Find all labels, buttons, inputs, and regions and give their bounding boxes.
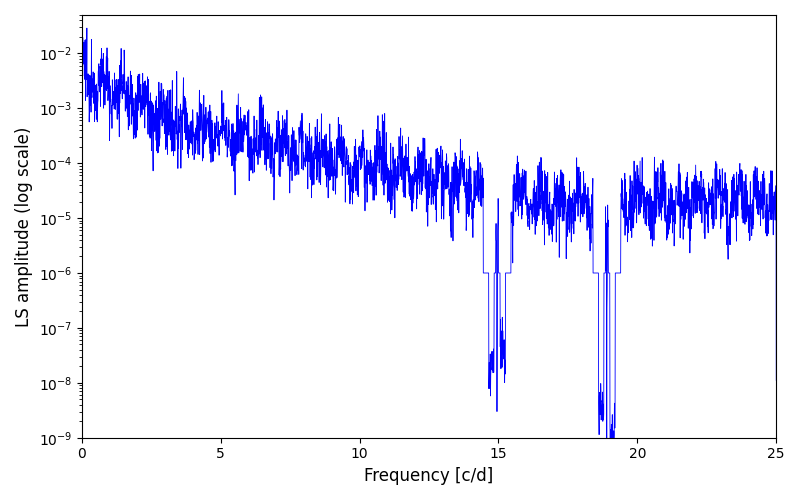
X-axis label: Frequency [c/d]: Frequency [c/d] — [364, 467, 494, 485]
Y-axis label: LS amplitude (log scale): LS amplitude (log scale) — [15, 126, 33, 326]
